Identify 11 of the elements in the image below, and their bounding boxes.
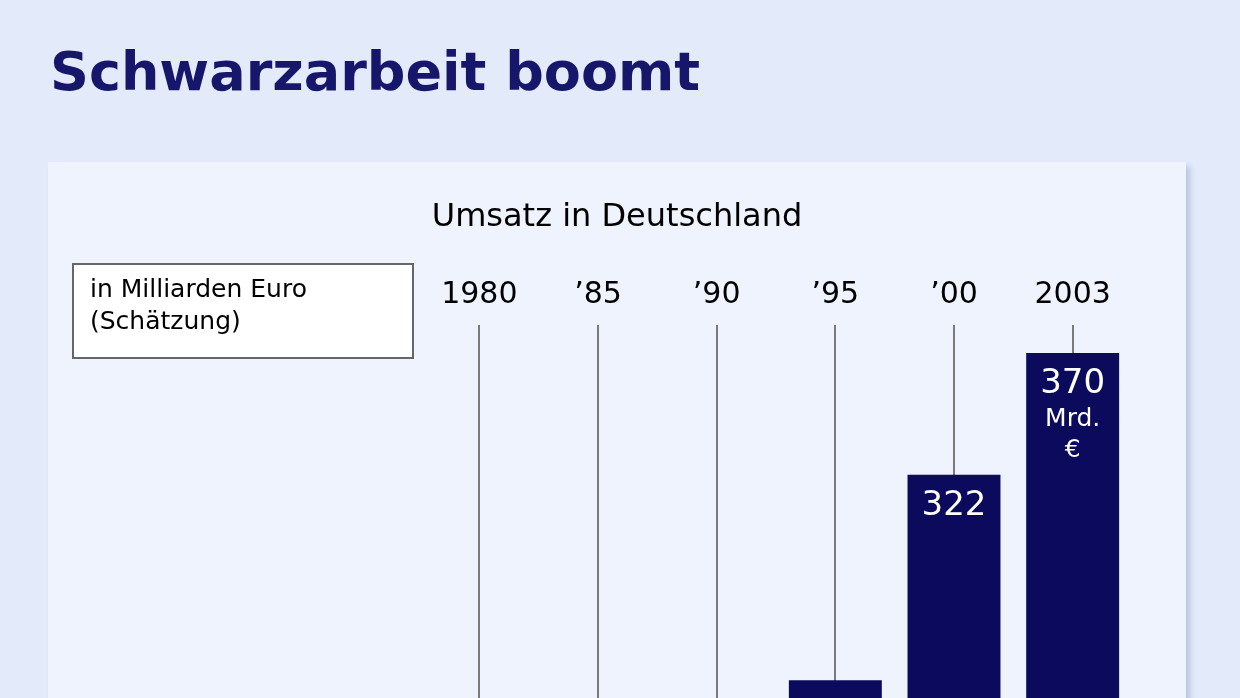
x-tick-label: ’95	[811, 274, 860, 310]
x-tick-label: 2003	[1034, 274, 1111, 310]
chart-subtitle: Umsatz in Deutschland	[430, 196, 804, 234]
y-axis-title: in Milliarden Euro (Schätzung)	[72, 263, 414, 359]
data-label: 370 Mrd. €	[1040, 360, 1106, 463]
x-tick-label: ’85	[574, 274, 622, 310]
x-tick-label: ’90	[692, 274, 741, 310]
data-label: 322	[921, 482, 987, 523]
x-tick-label: ’00	[930, 274, 978, 310]
chart-title: Schwarzarbeit boomt	[50, 40, 701, 103]
x-tick-label: 1980	[441, 274, 518, 310]
